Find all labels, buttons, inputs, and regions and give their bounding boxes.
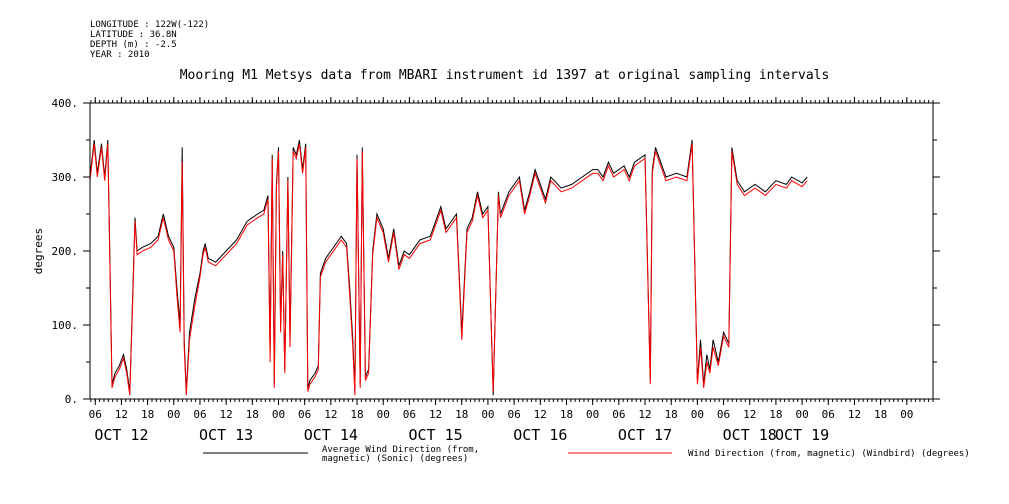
x-hour-label: 12 [848, 408, 861, 421]
legend-label-windbird-text: Wind Direction (from, magnetic) (Windbir… [688, 449, 970, 459]
x-hour-label: 18 [246, 408, 259, 421]
x-day-label: OCT 15 [408, 426, 462, 444]
longitude-label: LONGITUDE : 122W(-122) [90, 20, 210, 30]
y-tick-label: 100. [52, 319, 79, 332]
x-hour-label: 12 [429, 408, 442, 421]
y-tick-label: 300. [52, 171, 79, 184]
x-hour-label: 00 [795, 408, 808, 421]
x-hour-label: 12 [115, 408, 128, 421]
x-hour-label: 18 [874, 408, 887, 421]
x-hour-label: 00 [691, 408, 704, 421]
x-hour-label: 00 [900, 408, 913, 421]
x-hour-label: 12 [324, 408, 337, 421]
x-hour-label: 00 [377, 408, 390, 421]
x-hour-label: 06 [822, 408, 835, 421]
x-hour-label: 12 [743, 408, 756, 421]
x-hour-label: 18 [141, 408, 154, 421]
y-tick-label: 200. [52, 245, 79, 258]
x-hour-label: 06 [612, 408, 625, 421]
x-hour-label: 00 [586, 408, 599, 421]
chart-title: Mooring M1 Metsys data from MBARI instru… [179, 68, 830, 83]
x-day-label: OCT 14 [304, 426, 358, 444]
x-hour-label: 06 [403, 408, 416, 421]
x-day-label: OCT 19 [775, 426, 829, 444]
series-line-windbird [89, 143, 808, 396]
x-hour-label: 12 [220, 408, 233, 421]
y-tick-label: 400. [52, 97, 79, 110]
x-hour-label: 00 [272, 408, 285, 421]
x-hour-label: 18 [665, 408, 678, 421]
latitude-label: LATITUDE : 36.8N [90, 30, 177, 40]
x-day-label: OCT 17 [618, 426, 672, 444]
metadata-block: LONGITUDE : 122W(-122) LATITUDE : 36.8N … [90, 20, 209, 60]
x-day-label: OCT 16 [513, 426, 567, 444]
x-hour-label: 06 [298, 408, 311, 421]
x-hour-label: 06 [193, 408, 206, 421]
plot-frame [89, 102, 934, 400]
x-hour-label: 00 [167, 408, 180, 421]
x-hour-label: 18 [455, 408, 468, 421]
legend-label-windbird: Wind Direction (from, magnetic) (Windbir… [688, 450, 970, 459]
legend-label-sonic-text: Average Wind Direction (from, magnetic) … [322, 445, 480, 464]
x-day-label: OCT 18 [723, 426, 777, 444]
depth-label: DEPTH (m) : -2.5 [90, 40, 177, 50]
x-hour-label: 06 [89, 408, 102, 421]
x-hour-label: 18 [350, 408, 363, 421]
y-axis-label: degrees [32, 228, 45, 274]
year-label: YEAR : 2010 [90, 50, 150, 60]
x-hour-label: 18 [769, 408, 782, 421]
x-hour-label: 12 [638, 408, 651, 421]
x-hour-label: 00 [481, 408, 494, 421]
legend-label-sonic: Average Wind Direction (from, magnetic) … [322, 446, 497, 464]
x-hour-label: 06 [717, 408, 730, 421]
x-day-label: OCT 12 [94, 426, 148, 444]
x-hour-label: 18 [560, 408, 573, 421]
x-hour-label: 06 [507, 408, 520, 421]
y-tick-label: 0. [65, 393, 78, 406]
x-hour-label: 12 [534, 408, 547, 421]
x-day-label: OCT 13 [199, 426, 253, 444]
